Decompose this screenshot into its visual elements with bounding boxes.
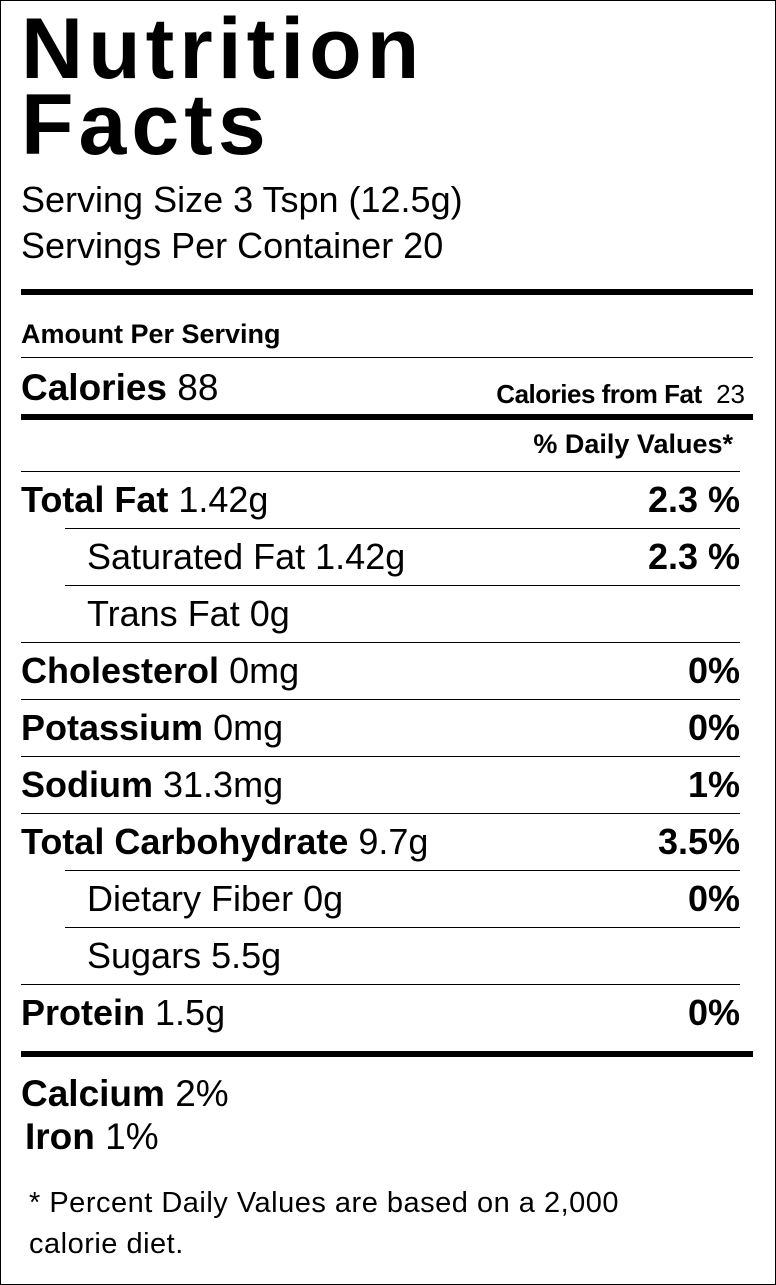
nutrient: Sugars 5.5g (65, 935, 281, 977)
nutrient-row: Trans Fat 0g (65, 585, 740, 642)
daily-values-header: % Daily Values* (533, 429, 733, 459)
daily-value: 1% (687, 764, 740, 805)
footnote: * Percent Daily Values are based on a 2,… (29, 1187, 620, 1260)
vitamin-row: Iron 1% (25, 1116, 159, 1158)
vitamin-name: Iron (25, 1116, 95, 1157)
daily-value: 3.5% (657, 821, 740, 862)
calories-from-fat: Calories from Fat 23 (496, 379, 745, 410)
nutrient-amount: 1.42g (178, 479, 269, 520)
amount-per-serving: Amount Per Serving (21, 319, 281, 349)
calories-value: 88 (177, 367, 219, 408)
nutrient: Saturated Fat 1.42g (65, 536, 405, 578)
nutrient-row: Sodium 31.3mg 1% (21, 756, 740, 813)
nutrient-row: Cholesterol 0mg 0% (21, 642, 740, 699)
divider (21, 289, 753, 295)
calories-from-fat-label: Calories from Fat (496, 379, 702, 409)
nutrient-name: Cholesterol (21, 650, 220, 691)
vitamin-name: Calcium (21, 1073, 165, 1114)
daily-value: 0% (687, 650, 740, 691)
divider (21, 357, 753, 358)
nutrient-name: Dietary Fiber (87, 878, 294, 919)
daily-value: 2.3 % (647, 536, 740, 577)
divider (21, 1051, 753, 1057)
nutrient-name: Protein (21, 992, 146, 1033)
nutrient-amount: 9.7g (358, 821, 429, 862)
vitamin-amount: 1% (105, 1116, 159, 1157)
nutrient-amount: 0g (249, 593, 290, 634)
title: Nutrition Facts (21, 1, 425, 173)
calories: Calories 88 (21, 367, 218, 409)
divider (21, 414, 753, 420)
nutrient: Potassium 0mg (21, 707, 283, 749)
daily-value: 2.3 % (647, 479, 740, 520)
nutrient-name: Sodium (21, 764, 153, 805)
nutrient-amount: 31.3mg (163, 764, 284, 805)
calories-label: Calories (21, 367, 168, 408)
nutrient-row: Protein 1.5g 0% (21, 984, 740, 1041)
nutrient-row: Saturated Fat 1.42g 2.3 % (65, 528, 740, 585)
nutrient-amount: 5.5g (211, 935, 282, 976)
nutrient-amount: 0mg (213, 707, 284, 748)
nutrient-row: Dietary Fiber 0g 0% (65, 870, 740, 927)
daily-value: 0% (687, 707, 740, 748)
calories-from-fat-value: 23 (716, 379, 745, 409)
nutrient-row: Sugars 5.5g (65, 927, 740, 984)
servings-per-container: Servings Per Container 20 (21, 225, 444, 266)
nutrient-name: Total Fat (21, 479, 169, 520)
nutrient-name: Sugars (87, 935, 202, 976)
nutrient-row: Total Fat 1.42g 2.3 % (21, 471, 740, 528)
daily-value: 0% (687, 992, 740, 1033)
vitamin-amount: 2% (175, 1073, 229, 1114)
nutrient-amount: 0g (303, 878, 344, 919)
nutrient: Sodium 31.3mg (21, 764, 283, 806)
nutrient: Total Fat 1.42g (21, 479, 268, 521)
nutrient-amount: 1.5g (155, 992, 226, 1033)
vitamin-row: Calcium 2% (21, 1073, 229, 1115)
daily-value: 0% (687, 878, 740, 919)
serving-size: Serving Size 3 Tspn (12.5g) (21, 179, 463, 220)
nutrient-name: Total Carbohydrate (21, 821, 349, 862)
nutrient: Total Carbohydrate 9.7g (21, 821, 428, 863)
nutrient-name: Saturated Fat (87, 536, 306, 577)
nutrient-amount: 1.42g (315, 536, 406, 577)
nutrient-name: Potassium (21, 707, 204, 748)
nutrient: Dietary Fiber 0g (65, 878, 343, 920)
nutrient-row: Potassium 0mg 0% (21, 699, 740, 756)
nutrient: Protein 1.5g (21, 992, 225, 1034)
nutrient-name: Trans Fat (87, 593, 240, 634)
nutrient: Cholesterol 0mg (21, 650, 299, 692)
nutrient: Trans Fat 0g (65, 593, 290, 635)
nutrient-row: Total Carbohydrate 9.7g 3.5% (21, 813, 740, 870)
nutrient-amount: 0mg (229, 650, 300, 691)
